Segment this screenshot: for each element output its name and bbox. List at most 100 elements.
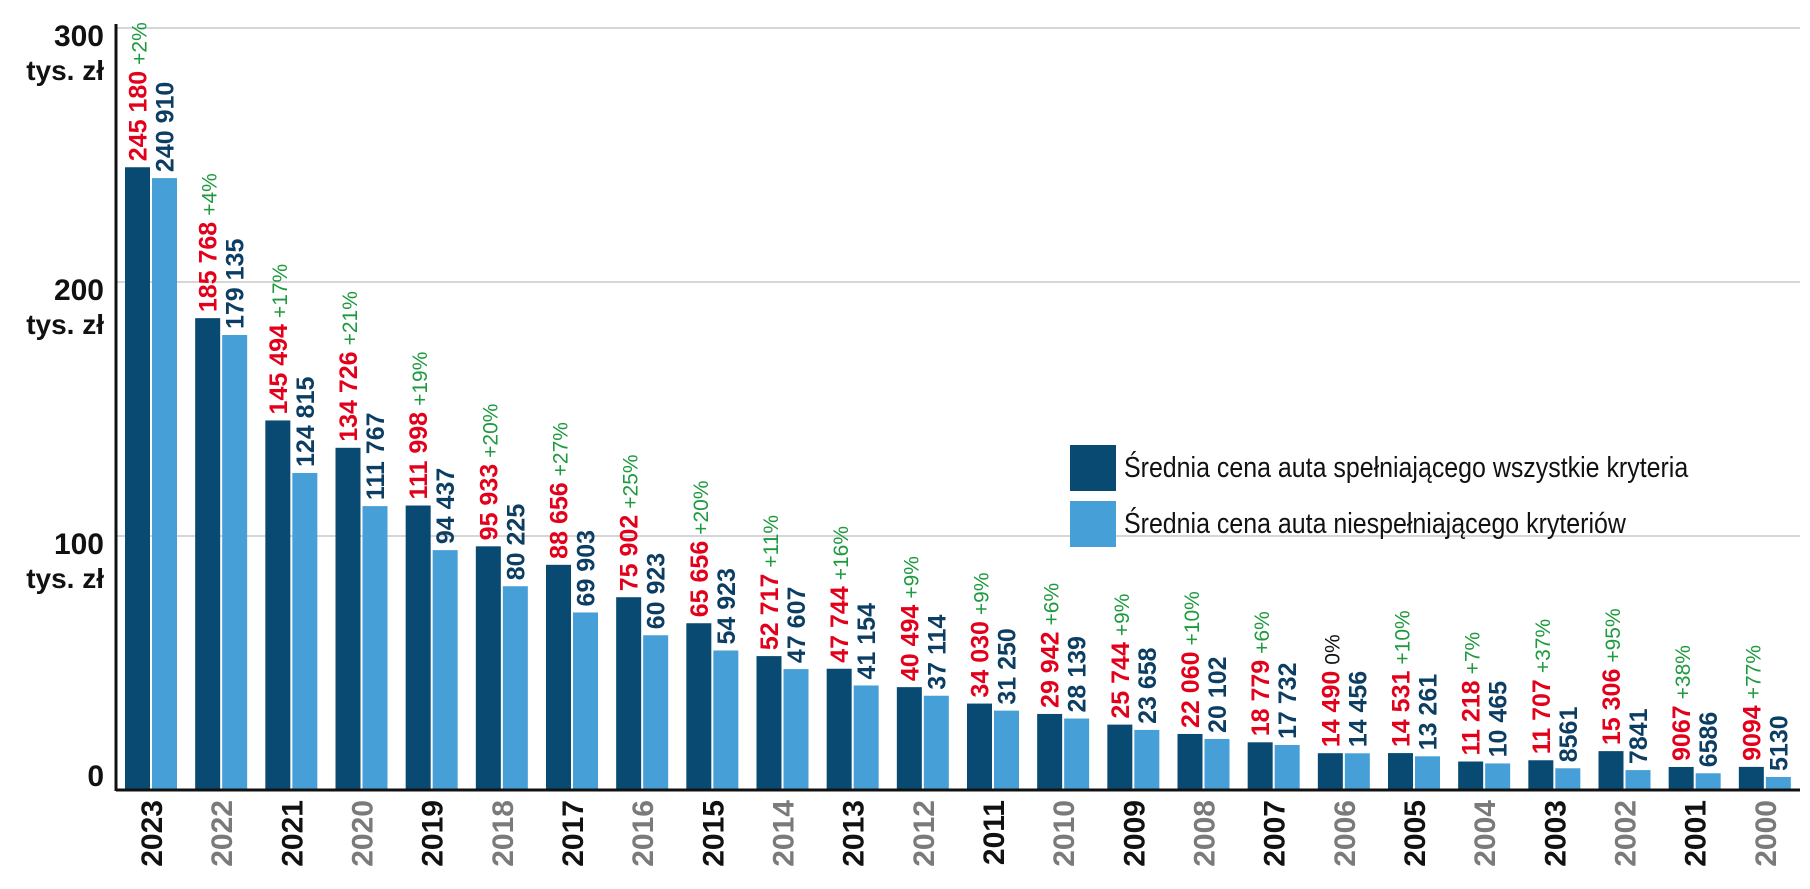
bar-series-not-meeting bbox=[502, 586, 528, 790]
data-label-not-meeting: 5130 bbox=[1765, 715, 1793, 771]
x-tick-label-year: 2004 bbox=[1469, 800, 1502, 867]
y-tick-unit: tys. zł bbox=[26, 563, 104, 594]
data-labels: 245 180 +2%240 910 185 768 +4%179 135 145 49… bbox=[125, 22, 1794, 771]
data-label-all-criteria: 14 490 bbox=[1317, 671, 1345, 747]
percent-diff-label: 0% bbox=[1321, 634, 1344, 664]
data-label-all-criteria: 15 306 bbox=[1598, 669, 1626, 745]
y-tick-label: 200 bbox=[54, 274, 104, 307]
data-label-all-criteria: 88 656 bbox=[546, 482, 574, 558]
bars bbox=[125, 167, 1791, 790]
data-label-all-criteria: 9067 bbox=[1668, 705, 1696, 761]
bar-series-not-meeting bbox=[1485, 763, 1511, 790]
bar-series-not-meeting bbox=[713, 650, 739, 790]
percent-diff-label: +21% bbox=[339, 291, 362, 345]
bar-series-all-criteria bbox=[1177, 733, 1203, 790]
bar-series-not-meeting bbox=[432, 550, 458, 790]
data-label-not-meeting: 179 135 bbox=[222, 239, 250, 329]
legend: Średnia cena auta spełniającego wszystki… bbox=[1070, 440, 1780, 552]
x-tick-label-year: 2013 bbox=[838, 800, 871, 867]
x-tick-label-year: 2009 bbox=[1118, 800, 1151, 867]
data-label-not-meeting: 28 139 bbox=[1064, 636, 1092, 712]
data-label-not-meeting: 94 437 bbox=[432, 468, 460, 544]
data-label-not-meeting: 240 910 bbox=[152, 82, 180, 172]
x-tick-label-year: 2023 bbox=[136, 800, 169, 867]
data-label-not-meeting: 14 456 bbox=[1344, 671, 1372, 747]
percent-diff-label: +9% bbox=[1111, 594, 1134, 637]
bar-series-all-criteria bbox=[1037, 713, 1063, 790]
x-tick-label-year: 2005 bbox=[1399, 800, 1432, 867]
percent-diff-label: +25% bbox=[620, 454, 643, 508]
percent-diff-label: +19% bbox=[409, 352, 432, 406]
bar-series-not-meeting bbox=[1765, 776, 1791, 790]
legend-item-not-meeting-criteria: Średnia cena auta niespełniającego kryte… bbox=[1070, 496, 1780, 552]
data-label-all-criteria: 25 744 bbox=[1107, 642, 1135, 719]
y-tick-unit: tys. zł bbox=[26, 55, 104, 86]
bar-series-all-criteria bbox=[265, 420, 291, 790]
data-label-all-criteria: 11 707 bbox=[1528, 679, 1556, 754]
percent-diff-label: +17% bbox=[269, 264, 292, 318]
bar-series-all-criteria bbox=[826, 668, 852, 790]
bar-series-all-criteria bbox=[1317, 753, 1343, 790]
bar-series-not-meeting bbox=[1695, 773, 1721, 790]
data-label-all-criteria: 245 180 bbox=[125, 71, 153, 161]
bar-series-not-meeting bbox=[1344, 753, 1370, 790]
percent-diff-label: +7% bbox=[1462, 632, 1485, 675]
percent-diff-label: +10% bbox=[1181, 591, 1204, 645]
x-tick-label-year: 2001 bbox=[1680, 800, 1713, 867]
x-tick-label-year: 2014 bbox=[768, 800, 801, 867]
y-tick-unit: tys. zł bbox=[26, 309, 104, 340]
bar-series-all-criteria bbox=[1528, 760, 1554, 790]
y-tick-label: 100 bbox=[54, 528, 104, 561]
bar-series-not-meeting bbox=[853, 685, 879, 790]
x-tick-label-year: 2015 bbox=[697, 800, 730, 867]
bar-series-not-meeting bbox=[783, 669, 809, 790]
x-tick-label-year: 2017 bbox=[557, 800, 590, 867]
data-label-all-criteria: 52 717 bbox=[756, 574, 784, 650]
bar-series-not-meeting bbox=[1415, 756, 1440, 790]
bar-series-all-criteria bbox=[125, 167, 150, 790]
bar-series-all-criteria bbox=[546, 564, 571, 790]
bar-series-all-criteria bbox=[1598, 751, 1624, 790]
bar-series-all-criteria bbox=[967, 703, 992, 790]
data-label-all-criteria: 65 656 bbox=[686, 541, 714, 617]
data-label-not-meeting: 54 923 bbox=[713, 568, 741, 644]
data-label-all-criteria: 75 902 bbox=[616, 515, 644, 591]
data-label-all-criteria: 9094 bbox=[1738, 705, 1766, 761]
x-tick-label-year: 2006 bbox=[1329, 800, 1362, 867]
bar-series-not-meeting bbox=[1204, 738, 1230, 790]
x-tick-label-year: 2007 bbox=[1259, 800, 1292, 867]
data-label-not-meeting: 41 154 bbox=[853, 603, 881, 680]
x-tick-label-year: 2016 bbox=[627, 800, 660, 867]
bar-series-all-criteria bbox=[1738, 766, 1764, 790]
bar-series-not-meeting bbox=[222, 334, 248, 790]
bar-series-all-criteria bbox=[756, 656, 782, 790]
bar-series-all-criteria bbox=[1107, 724, 1133, 790]
x-tick-label-year: 2003 bbox=[1539, 800, 1572, 867]
percent-diff-label: +9% bbox=[900, 556, 923, 599]
bar-series-all-criteria bbox=[686, 623, 712, 790]
legend-swatch bbox=[1070, 445, 1116, 491]
data-label-all-criteria: 185 768 bbox=[195, 222, 223, 312]
percent-diff-label: +20% bbox=[479, 404, 502, 458]
bar-series-all-criteria bbox=[335, 447, 361, 790]
bar-series-not-meeting bbox=[923, 695, 949, 790]
y-tick-label: 0 bbox=[87, 760, 104, 793]
legend-item-all-criteria: Średnia cena auta spełniającego wszystki… bbox=[1070, 440, 1780, 496]
data-label-all-criteria: 145 494 bbox=[265, 324, 293, 414]
data-label-not-meeting: 10 465 bbox=[1485, 681, 1513, 758]
percent-diff-label: +10% bbox=[1392, 610, 1415, 664]
data-label-not-meeting: 31 250 bbox=[994, 628, 1022, 704]
bar-series-not-meeting bbox=[573, 612, 598, 790]
y-tick-label: 300 bbox=[54, 20, 104, 53]
bar-series-all-criteria bbox=[1668, 766, 1694, 790]
x-tick-label-year: 2010 bbox=[1048, 800, 1081, 867]
percent-diff-label: +6% bbox=[1251, 611, 1274, 654]
bar-series-not-meeting bbox=[1134, 729, 1160, 790]
bar-series-not-meeting bbox=[1625, 770, 1651, 790]
data-label-all-criteria: 34 030 bbox=[967, 621, 995, 697]
percent-diff-label: +9% bbox=[971, 572, 994, 615]
grid-lines bbox=[116, 27, 1800, 537]
bar-series-not-meeting bbox=[292, 472, 318, 790]
x-tick-label-year: 2018 bbox=[487, 800, 520, 867]
